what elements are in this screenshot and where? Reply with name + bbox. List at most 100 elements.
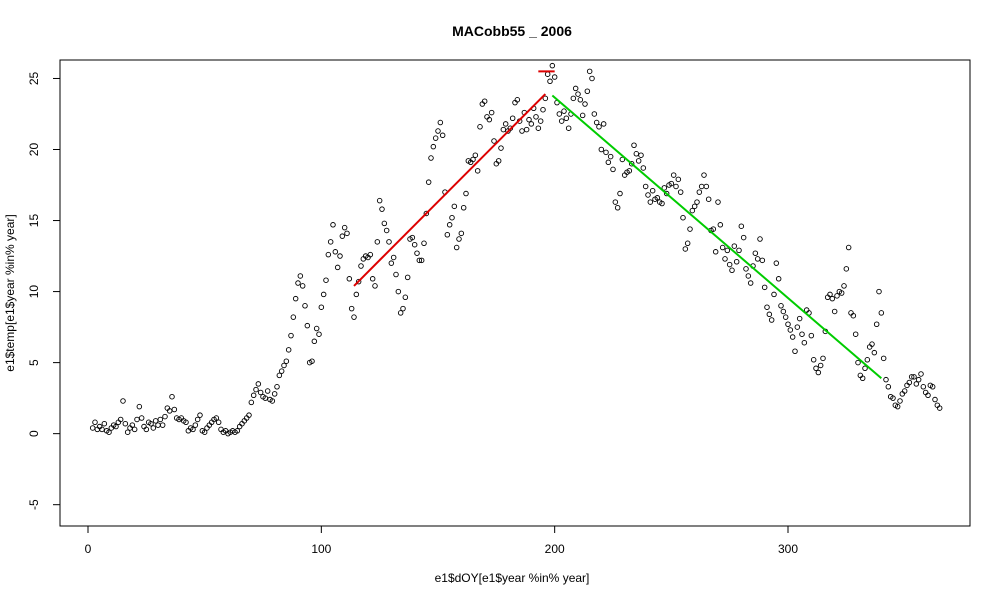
data-point: [789, 334, 796, 340]
data-point: [117, 416, 124, 423]
data-point: [920, 384, 927, 390]
data-point: [162, 413, 168, 420]
data-point: [320, 291, 327, 298]
data-point: [701, 172, 707, 178]
data-point: [768, 317, 775, 323]
data-point: [911, 374, 917, 380]
data-point: [381, 220, 388, 227]
data-point: [304, 322, 311, 329]
data-point: [190, 426, 196, 433]
y-tick-label: 25: [27, 71, 41, 85]
data-point: [486, 116, 493, 123]
data-point: [89, 425, 96, 431]
data-point: [640, 165, 647, 171]
data-point: [605, 159, 612, 166]
data-point: [831, 308, 838, 315]
data-point: [782, 314, 789, 320]
data-point: [481, 98, 488, 104]
data-point: [635, 158, 642, 164]
data-point: [138, 415, 145, 421]
data-point: [880, 355, 887, 362]
data-point: [894, 403, 901, 410]
data-point: [367, 251, 374, 258]
data-point: [572, 85, 579, 92]
x-axis: 0 100 200 300: [85, 525, 798, 556]
data-point: [325, 251, 332, 258]
data-point: [869, 341, 875, 347]
data-point: [339, 233, 346, 239]
data-point: [883, 376, 889, 383]
data-point: [213, 415, 220, 421]
data-point: [659, 200, 665, 207]
data-point: [787, 327, 794, 333]
data-point: [754, 256, 761, 262]
data-point: [234, 428, 241, 434]
data-point: [717, 222, 724, 228]
data-point: [673, 183, 679, 190]
data-point: [332, 249, 339, 255]
data-point: [596, 124, 602, 130]
data-point: [729, 267, 735, 274]
data-point: [255, 381, 262, 387]
data-point: [563, 115, 570, 121]
data-point: [759, 257, 766, 264]
data-point: [757, 236, 763, 242]
data-point: [556, 111, 563, 117]
data-point: [813, 365, 819, 372]
data-point: [834, 293, 840, 299]
data-point: [113, 423, 119, 430]
data-point: [771, 291, 777, 298]
data-point: [698, 183, 705, 190]
data-point: [514, 97, 521, 103]
data-point: [551, 74, 558, 80]
data-point: [600, 121, 607, 127]
data-point: [472, 152, 479, 158]
data-point: [355, 278, 362, 285]
x-tick-label: 200: [545, 542, 565, 556]
data-point: [843, 266, 850, 272]
y-axis-label: e1$temp[e1$year %in% year]: [3, 214, 17, 371]
data-point: [311, 338, 318, 345]
data-point: [470, 156, 476, 163]
data-point: [155, 422, 161, 428]
data-point: [528, 121, 535, 127]
data-point: [99, 426, 105, 433]
data-point: [269, 398, 276, 404]
data-point: [341, 224, 348, 231]
data-point: [101, 420, 108, 427]
data-point: [792, 348, 798, 355]
data-point: [918, 371, 924, 377]
x-tick-label: 300: [778, 542, 798, 556]
data-point: [864, 357, 871, 363]
data-point: [740, 234, 747, 241]
data-point: [647, 199, 654, 205]
data-point: [838, 290, 845, 296]
data-point: [598, 146, 605, 153]
data-point: [645, 192, 651, 198]
data-point: [817, 362, 824, 369]
y-tick-label: 0: [27, 430, 41, 437]
chart-title: MACobb55 _ 2006: [452, 23, 572, 39]
data-point: [850, 312, 857, 319]
data-point: [827, 291, 833, 298]
data-point: [194, 416, 201, 423]
data-point: [540, 106, 546, 113]
data-point: [547, 78, 553, 85]
data-point: [710, 226, 717, 232]
data-point: [498, 145, 504, 151]
data-point: [570, 95, 577, 102]
data-point: [663, 190, 670, 197]
x-tick-label: 0: [85, 542, 92, 556]
data-point: [421, 240, 427, 247]
data-point: [437, 119, 444, 126]
data-point: [743, 266, 749, 272]
data-point: [302, 303, 308, 309]
data-point: [901, 388, 908, 394]
data-point: [542, 95, 549, 102]
data-point: [675, 176, 682, 183]
data-point: [535, 125, 542, 131]
data-point: [402, 294, 409, 301]
data-point: [327, 239, 334, 245]
data-point: [764, 304, 770, 310]
data-point: [936, 405, 943, 411]
